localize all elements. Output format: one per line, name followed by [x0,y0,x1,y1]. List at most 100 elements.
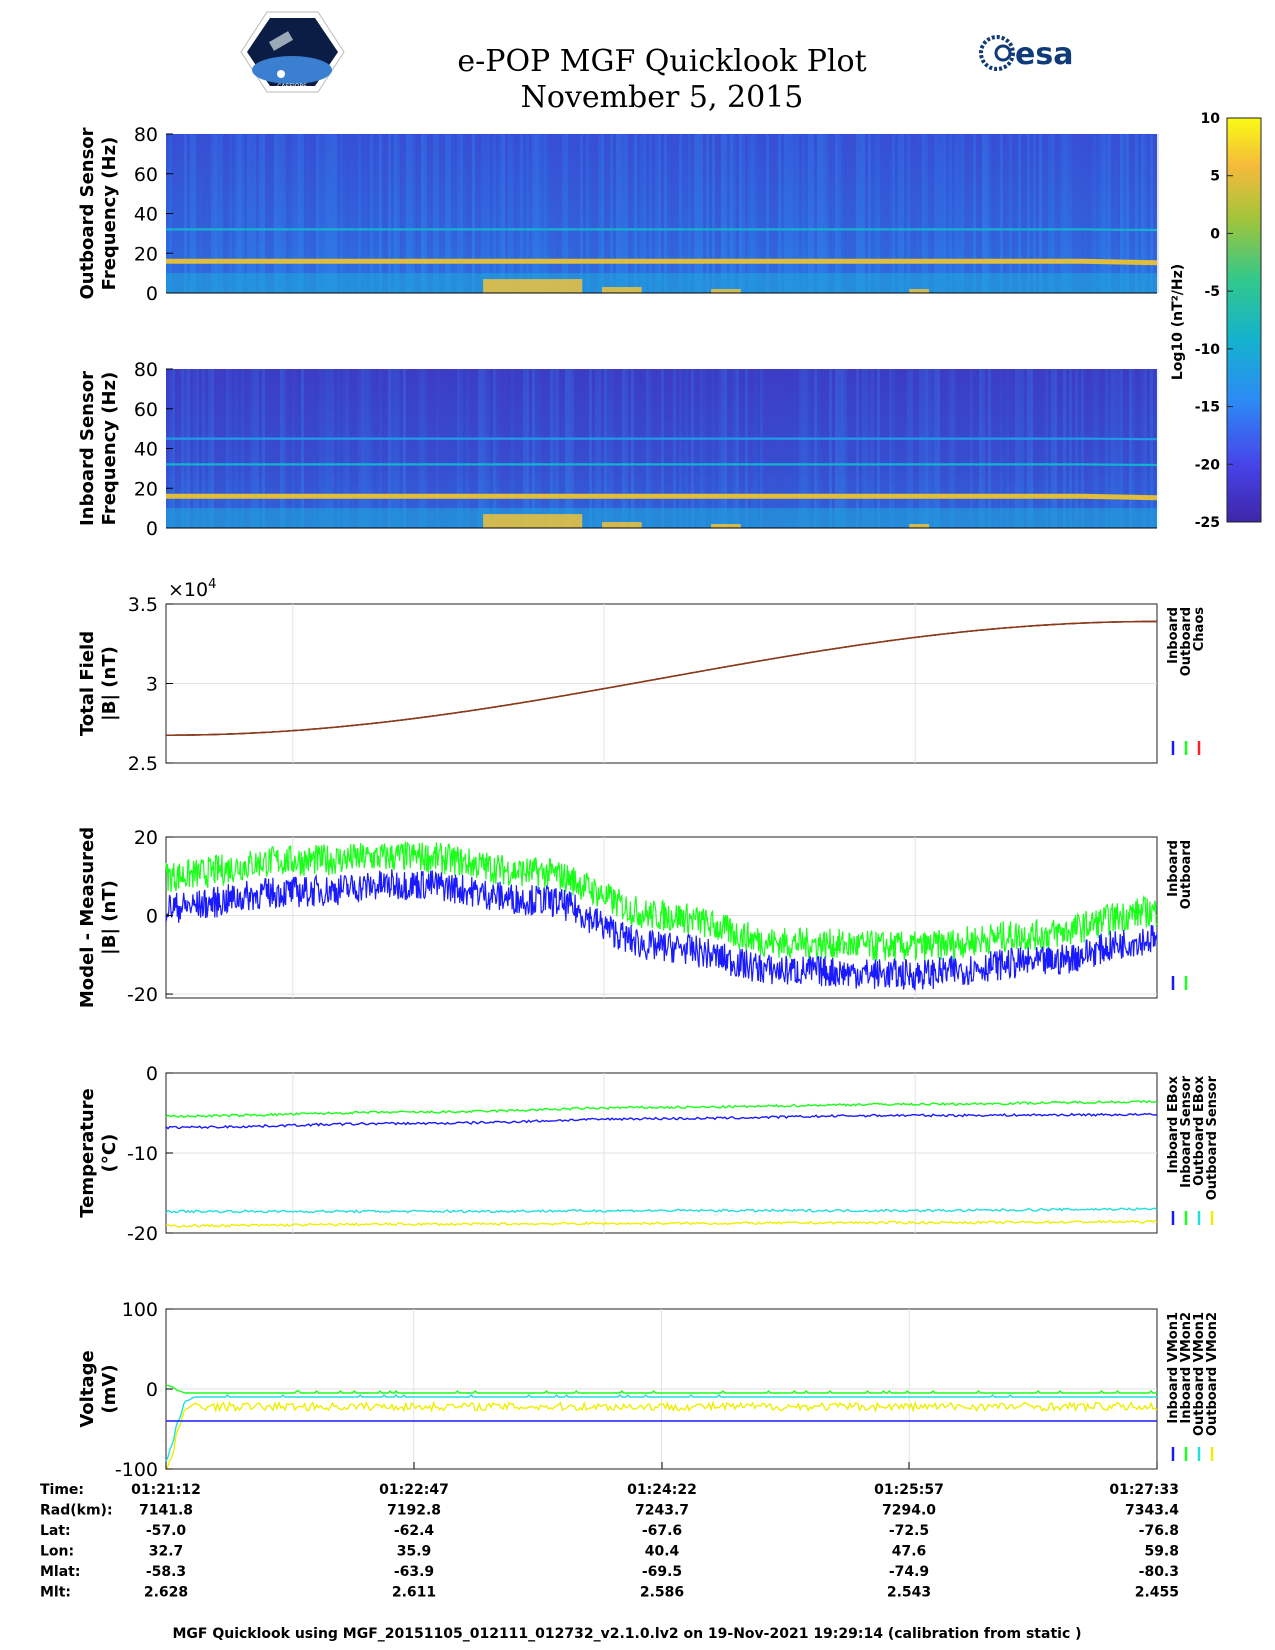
outboard-spectrogram-column [796,134,799,293]
inboard-spectrogram-column [1021,369,1024,528]
inboard-spectrogram-column [754,369,757,528]
inboard-spectrogram-column [367,369,370,528]
outboard-spectrogram-column [709,134,712,293]
inboard-spectrogram-column [730,369,733,528]
outboard-spectrogram-column [481,134,484,293]
inboard-spectrogram-column [1072,369,1075,528]
outboard-spectrogram-column [964,134,967,293]
outboard-spectrogram-column [445,134,448,293]
outboard-spectrogram-column [175,134,178,293]
total-field-ytick-label: 3 [146,674,158,696]
inboard-spectrogram-column [835,369,838,528]
inboard-spectrogram-column [793,369,796,528]
inboard-spectrogram-column [229,369,232,528]
outboard-spectrogram-column [394,134,397,293]
ephemeris-cell: -57.0 [146,1523,187,1539]
outboard-spectrogram-column [1141,134,1144,293]
outboard-spectrogram-column [1039,134,1042,293]
outboard-spectrogram-column [826,134,829,293]
outboard-spectrogram-column [991,134,994,293]
inboard-spectrogram-column [844,369,847,528]
outboard-spectrogram-column [880,134,883,293]
outboard-spectrogram-column [718,134,721,293]
inboard-spectrogram-column [436,369,439,528]
outboard-spectrogram-column [1093,134,1096,293]
inboard-spectrogram-column [679,369,682,528]
outboard-spectrogram-column [982,134,985,293]
ephemeris-row-label: Time: [40,1482,84,1498]
outboard-spectrogram-column [604,134,607,293]
model-measured-ytick-label: 20 [134,827,158,849]
inboard-spectrogram-harmonic-line [166,437,1158,441]
outboard-spectrogram-column [232,134,235,293]
outboard-spectrogram-column [1132,134,1135,293]
inboard-spectrogram-column [469,369,472,528]
outboard-spectrogram-ylabel-line2: Frequency (Hz) [99,137,120,291]
outboard-spectrogram-column [289,134,292,293]
outboard-spectrogram-column [850,134,853,293]
outboard-spectrogram-column [1015,134,1018,293]
outboard-spectrogram-column [694,134,697,293]
outboard-spectrogram-column [292,134,295,293]
inboard-spectrogram-column [220,369,223,528]
inboard-spectrogram-column [253,369,256,528]
outboard-spectrogram-column [853,134,856,293]
outboard-spectrogram-column [238,134,241,293]
inboard-spectrogram-column [868,369,871,528]
outboard-spectrogram-column [790,134,793,293]
outboard-spectrogram-column [1036,134,1039,293]
outboard-spectrogram-column [829,134,832,293]
outboard-spectrogram-column [412,134,415,293]
outboard-spectrogram-column [997,134,1000,293]
inboard-spectrogram-column [1114,369,1117,528]
outboard-spectrogram-column [805,134,808,293]
inboard-spectrogram-column [745,369,748,528]
inboard-spectrogram-column [1096,369,1099,528]
inboard-spectrogram-column [301,369,304,528]
outboard-spectrogram-column [637,134,640,293]
outboard-spectrogram-column [1138,134,1141,293]
inboard-spectrogram-column [637,369,640,528]
inboard-spectrogram-column [919,369,922,528]
outboard-spectrogram-column [1072,134,1075,293]
inboard-spectrogram-column [211,369,214,528]
inboard-spectrogram-column [592,369,595,528]
outboard-spectrogram-column [187,134,190,293]
inboard-spectrogram-column [595,369,598,528]
inboard-spectrogram-column [766,369,769,528]
inboard-spectrogram-column [1129,369,1132,528]
outboard-spectrogram-column [1009,134,1012,293]
inboard-spectrogram-column [493,369,496,528]
inboard-spectrogram-column [484,369,487,528]
inboard-spectrogram-column [400,369,403,528]
outboard-spectrogram-column [223,134,226,293]
outboard-spectrogram-column [283,134,286,293]
inboard-spectrogram-column [787,369,790,528]
outboard-spectrogram-column [490,134,493,293]
inboard-spectrogram-column [895,369,898,528]
outboard-spectrogram-column [634,134,637,293]
ephemeris-row-label: Mlt: [40,1585,71,1601]
inboard-spectrogram-column [814,369,817,528]
inboard-spectrogram-column [451,369,454,528]
outboard-spectrogram-column [226,134,229,293]
plot-title: e-POP MGF Quicklook Plot [457,44,866,79]
inboard-spectrogram-column [997,369,1000,528]
inboard-spectrogram-ylabel-line1: Inboard Sensor [77,371,98,526]
outboard-spectrogram-column [940,134,943,293]
outboard-spectrogram-column [478,134,481,293]
ephemeris-cell: 01:22:47 [379,1482,449,1498]
outboard-spectrogram-column [511,134,514,293]
inboard-spectrogram-column [514,369,517,528]
inboard-spectrogram-column [499,369,502,528]
outboard-spectrogram-ytick-label: 80 [134,124,158,146]
inboard-spectrogram-column [1081,369,1084,528]
ephemeris-cell: -76.8 [1139,1523,1179,1539]
outboard-spectrogram-column [934,134,937,293]
colorbar-label: Log10 (nT²/Hz) [1170,264,1186,380]
voltage-series-outboard-vmon2 [165,1400,1158,1470]
outboard-spectrogram-column [286,134,289,293]
